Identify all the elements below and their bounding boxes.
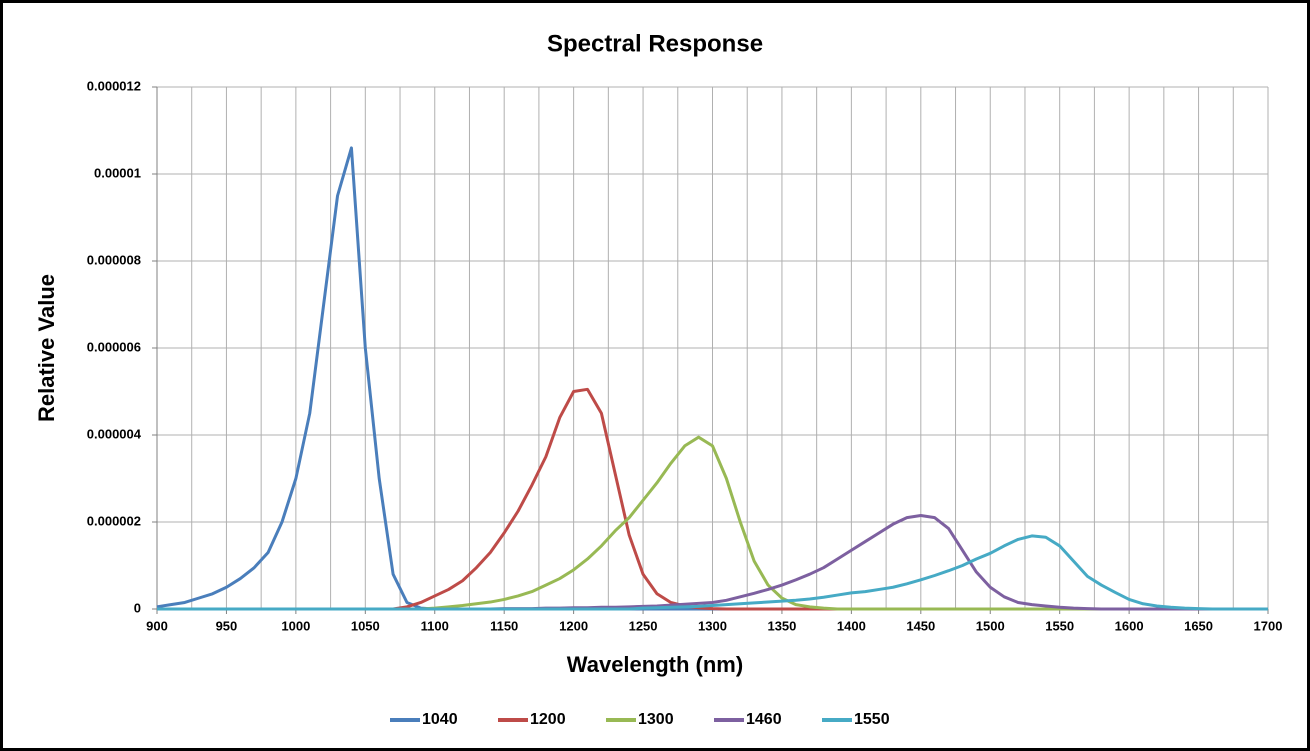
legend-label: 1300 [638,711,674,728]
y-tick-label: 0.000002 [87,513,141,528]
x-tick-label: 1150 [490,618,518,633]
legend-label: 1040 [422,711,458,728]
x-tick-label: 1050 [351,618,380,633]
y-tick-label: 0 [134,600,141,615]
legend-label: 1460 [746,711,782,728]
x-tick-label: 1700 [1254,618,1283,633]
x-tick-label: 1000 [281,618,310,633]
y-tick-label: 0.000004 [87,426,142,441]
x-axis-label: Wavelength (nm) [567,652,743,677]
y-tick-label: 0.000006 [87,339,141,354]
y-tick-label: 0.000008 [87,252,141,267]
x-tick-label: 1200 [559,618,588,633]
legend-label: 1550 [854,711,890,728]
x-tick-label: 1350 [767,618,796,633]
x-tick-label: 1600 [1115,618,1144,633]
x-tick-label: 950 [216,618,238,633]
x-tick-label: 1300 [698,618,727,633]
x-tick-label: 900 [146,618,168,633]
chart-title: Spectral Response [547,30,763,57]
x-tick-label: 1500 [976,618,1005,633]
x-tick-label: 1250 [629,618,658,633]
x-tick-label: 1650 [1184,618,1213,633]
series-line [157,534,1268,611]
y-tick-label: 0.00001 [94,165,141,180]
y-axis-label: Relative Value [34,274,59,422]
x-tick-label: 1450 [906,618,935,633]
x-tick-label: 1550 [1045,618,1074,633]
y-tick-label: 0.000012 [87,78,141,93]
x-tick-label: 1400 [837,618,866,633]
x-tick-label: 1100 [421,618,449,633]
legend-label: 1200 [530,711,566,728]
